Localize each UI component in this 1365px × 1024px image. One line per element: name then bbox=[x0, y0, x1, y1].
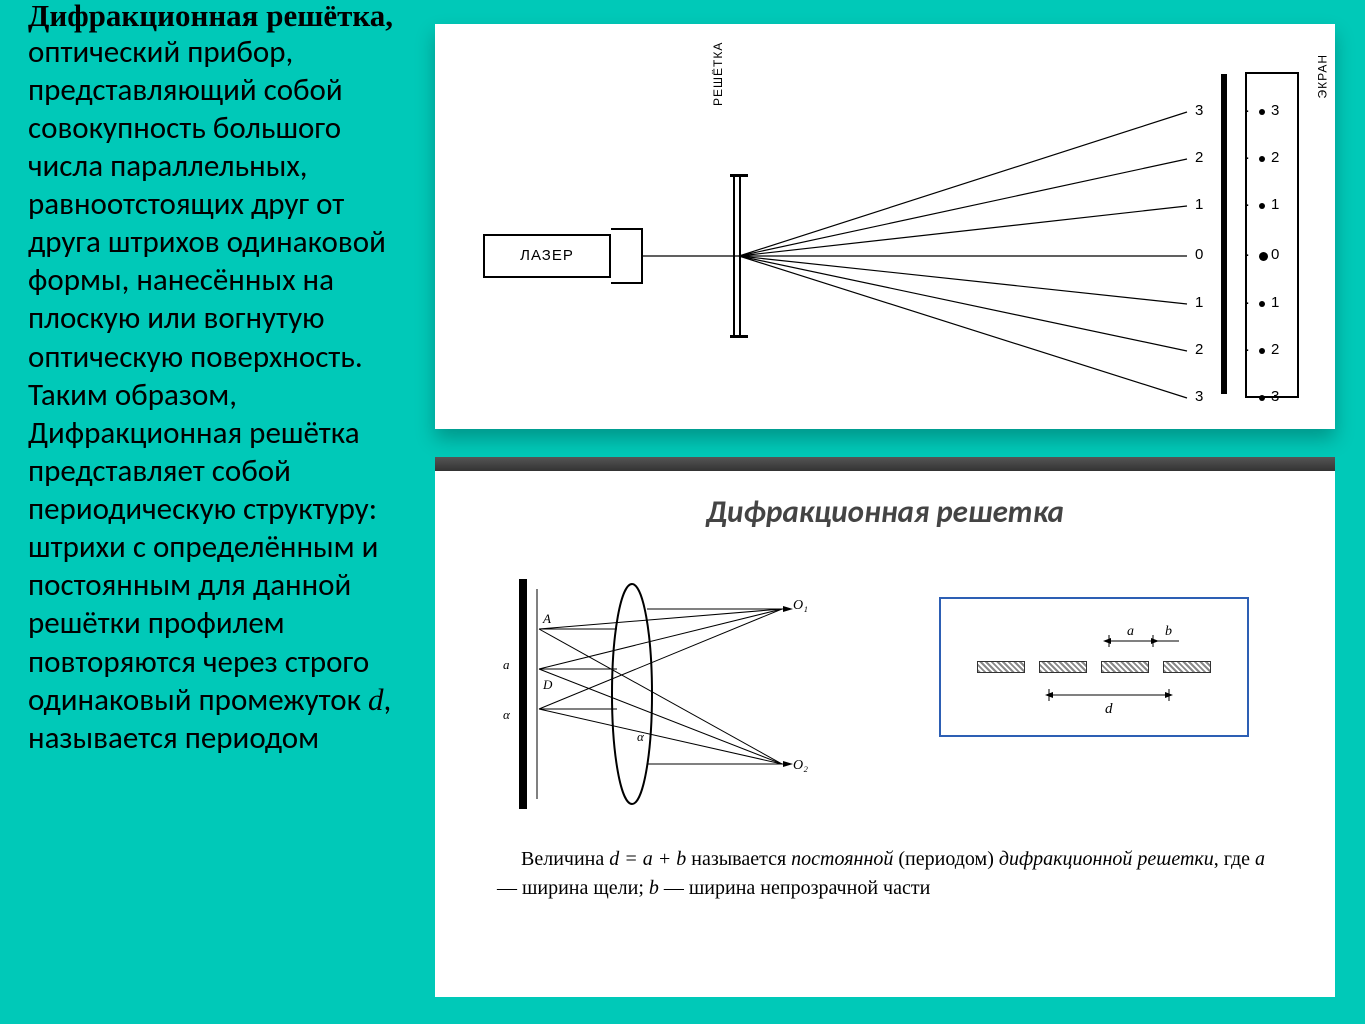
D-label: D bbox=[542, 677, 553, 692]
screen-dot bbox=[1259, 395, 1265, 401]
figures-column: ЛАЗЕР РЕШЁТКА ЭКРАН 3·32·21·10·01·12·23·… bbox=[435, 0, 1365, 1024]
screen-order-num: 2 bbox=[1271, 341, 1279, 358]
alpha2-label: α bbox=[637, 729, 645, 744]
screen-dot bbox=[1259, 252, 1268, 261]
alpha-label: α bbox=[503, 707, 511, 722]
body-text-1: оптический прибор, представляющий собой … bbox=[28, 33, 386, 719]
screen-order-num: 0 bbox=[1271, 246, 1279, 263]
svg-text:b: b bbox=[1165, 624, 1172, 639]
o1-label: O₁ bbox=[793, 598, 808, 613]
order-label: 3 bbox=[1195, 102, 1203, 119]
screen-order-label: · bbox=[1245, 341, 1250, 358]
screen-order-label: · bbox=[1245, 388, 1250, 405]
slide-title: Дифракционная решётка, bbox=[28, 0, 393, 33]
text-column: Дифракционная решётка, оптический прибор… bbox=[0, 0, 435, 1024]
screen-order-num: 2 bbox=[1271, 149, 1279, 166]
screen-dot bbox=[1259, 156, 1265, 162]
order-label: 2 bbox=[1195, 341, 1203, 358]
screen-order-num: 3 bbox=[1271, 102, 1279, 119]
a-label: a bbox=[503, 657, 510, 672]
screen-order-num: 1 bbox=[1271, 196, 1279, 213]
slits-diagram: a b d bbox=[939, 597, 1249, 737]
order-label: 0 bbox=[1195, 246, 1203, 263]
screen-dot bbox=[1259, 203, 1265, 209]
order-label: 2 bbox=[1195, 149, 1203, 166]
order-label: 1 bbox=[1195, 196, 1203, 213]
o2-label: O₂ bbox=[793, 758, 808, 773]
screen-dot bbox=[1259, 301, 1265, 307]
A-label: A bbox=[542, 611, 551, 626]
screen-order-label: · bbox=[1245, 196, 1250, 213]
screen-order-label: · bbox=[1245, 294, 1250, 311]
screen-order-label: · bbox=[1245, 246, 1250, 263]
panel-top-bar bbox=[435, 457, 1335, 471]
screen-order-num: 1 bbox=[1271, 294, 1279, 311]
lens-diagram: O₁ O₂ A D a α α bbox=[497, 569, 817, 819]
order-label: 1 bbox=[1195, 294, 1203, 311]
screen-dot bbox=[1259, 109, 1265, 115]
order-label: 3 bbox=[1195, 388, 1203, 405]
slide-body: оптический прибор, представляющий собой … bbox=[28, 33, 391, 757]
screen-order-label: · bbox=[1245, 149, 1250, 166]
screen-dot bbox=[1259, 348, 1265, 354]
screen-order-num: 3 bbox=[1271, 388, 1279, 405]
grating-detail-panel: Дифракционная решетка O₁ O₂ A D a bbox=[435, 457, 1335, 997]
panel-subtitle: Дифракционная решетка bbox=[435, 493, 1335, 531]
svg-text:d: d bbox=[1105, 701, 1113, 717]
slits-dims-svg: a b d bbox=[941, 599, 1247, 735]
d-symbol: d bbox=[368, 682, 384, 717]
formula-caption: Величина d = a + b называется постоянной… bbox=[497, 845, 1275, 903]
svg-text:a: a bbox=[1127, 624, 1134, 639]
screen-order-label: · bbox=[1245, 102, 1250, 119]
laser-schematic-panel: ЛАЗЕР РЕШЁТКА ЭКРАН 3·32·21·10·01·12·23·… bbox=[435, 24, 1335, 429]
diffraction-rays bbox=[435, 24, 1335, 429]
